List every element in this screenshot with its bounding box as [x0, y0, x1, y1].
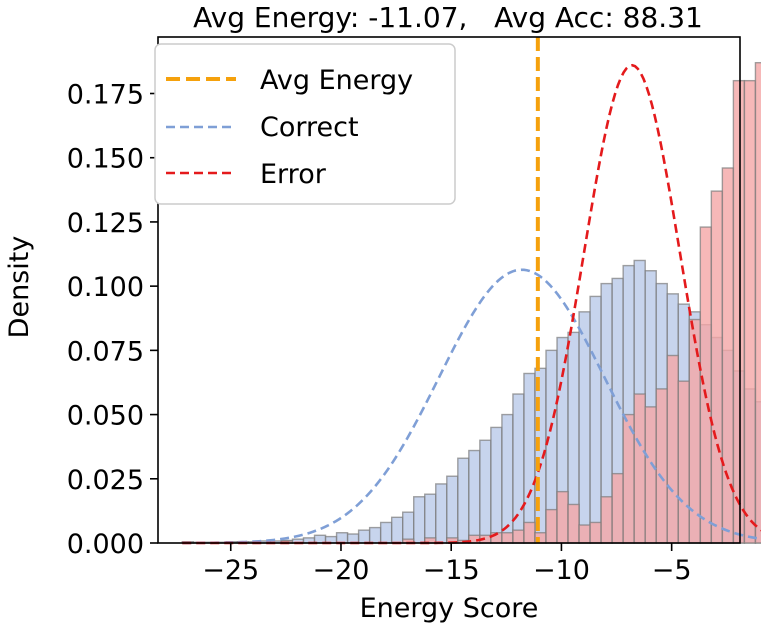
error-bar: [633, 393, 646, 544]
correct-bar: [335, 532, 349, 544]
error-bar: [523, 521, 536, 544]
y-tick-label: 0.125: [67, 208, 144, 239]
correct-bar: [479, 439, 492, 544]
x-tick-label: −20: [312, 555, 369, 586]
y-tick-label: 0.025: [67, 465, 144, 496]
correct-bar: [413, 496, 426, 544]
error-bar: [743, 79, 757, 544]
y-tick-label: 0.050: [67, 401, 144, 432]
correct-bar: [435, 483, 448, 544]
x-tick-label: −15: [423, 555, 480, 586]
y-tick-label: 0.175: [67, 80, 144, 111]
correct-bar: [357, 529, 371, 544]
correct-bar: [468, 449, 481, 544]
error-bar: [512, 529, 525, 544]
correct-bar: [368, 526, 382, 544]
y-tick-label: 0.150: [67, 144, 144, 175]
error-bar: [644, 406, 657, 544]
error-bar: [578, 524, 591, 544]
correct-bar: [424, 493, 437, 544]
y-tick-label: 0.100: [67, 272, 144, 303]
error-bar: [589, 521, 602, 544]
x-axis-ticks: −25 −20 −15 −10 −5: [202, 543, 692, 586]
correct-bar: [589, 295, 602, 544]
x-tick-label: −25: [202, 555, 259, 586]
y-tick-label: 0.075: [67, 336, 144, 367]
correct-bar: [390, 516, 404, 544]
x-axis-label: Energy Score: [360, 593, 539, 624]
plot-frame: [157, 36, 741, 544]
legend-box: [154, 43, 456, 205]
correct-fit-curve: [182, 268, 761, 545]
error-bar: [666, 354, 679, 544]
correct-bar: [523, 372, 536, 544]
error-bar: [545, 508, 558, 544]
error-bar: [501, 532, 514, 544]
error-bar: [556, 490, 569, 544]
error-bar: [611, 472, 624, 544]
chart-title: Avg Energy: -11.07, Avg Acc: 88.31: [193, 1, 703, 34]
correct-bar: [402, 511, 415, 544]
y-axis-ticks: 0.000 0.025 0.050 0.075 0.100 0.125 0.150 0.175: [67, 80, 158, 560]
y-axis-label: Density: [4, 236, 35, 339]
x-tick-label: −5: [652, 555, 692, 586]
error-bar: [699, 226, 713, 544]
correct-bar: [501, 413, 514, 544]
legend: Avg Energy Correct Error: [154, 43, 456, 205]
legend-label-error: Error: [260, 159, 327, 190]
error-bar: [567, 503, 580, 544]
error-bar: [655, 388, 668, 544]
x-tick-label: −10: [533, 555, 590, 586]
correct-bar: [490, 426, 503, 544]
legend-label-avg-energy: Avg Energy: [260, 65, 413, 96]
error-bar: [600, 496, 613, 544]
correct-bar: [346, 533, 360, 544]
error-bar: [710, 190, 724, 544]
error-bar: [754, 61, 761, 544]
correct-bar: [446, 475, 459, 544]
correct-bar: [379, 521, 393, 544]
legend-label-correct: Correct: [260, 112, 359, 143]
error-bar: [732, 79, 746, 544]
correct-bar: [457, 457, 470, 544]
y-tick-label: 0.000: [67, 529, 144, 560]
error-bar: [677, 380, 690, 544]
